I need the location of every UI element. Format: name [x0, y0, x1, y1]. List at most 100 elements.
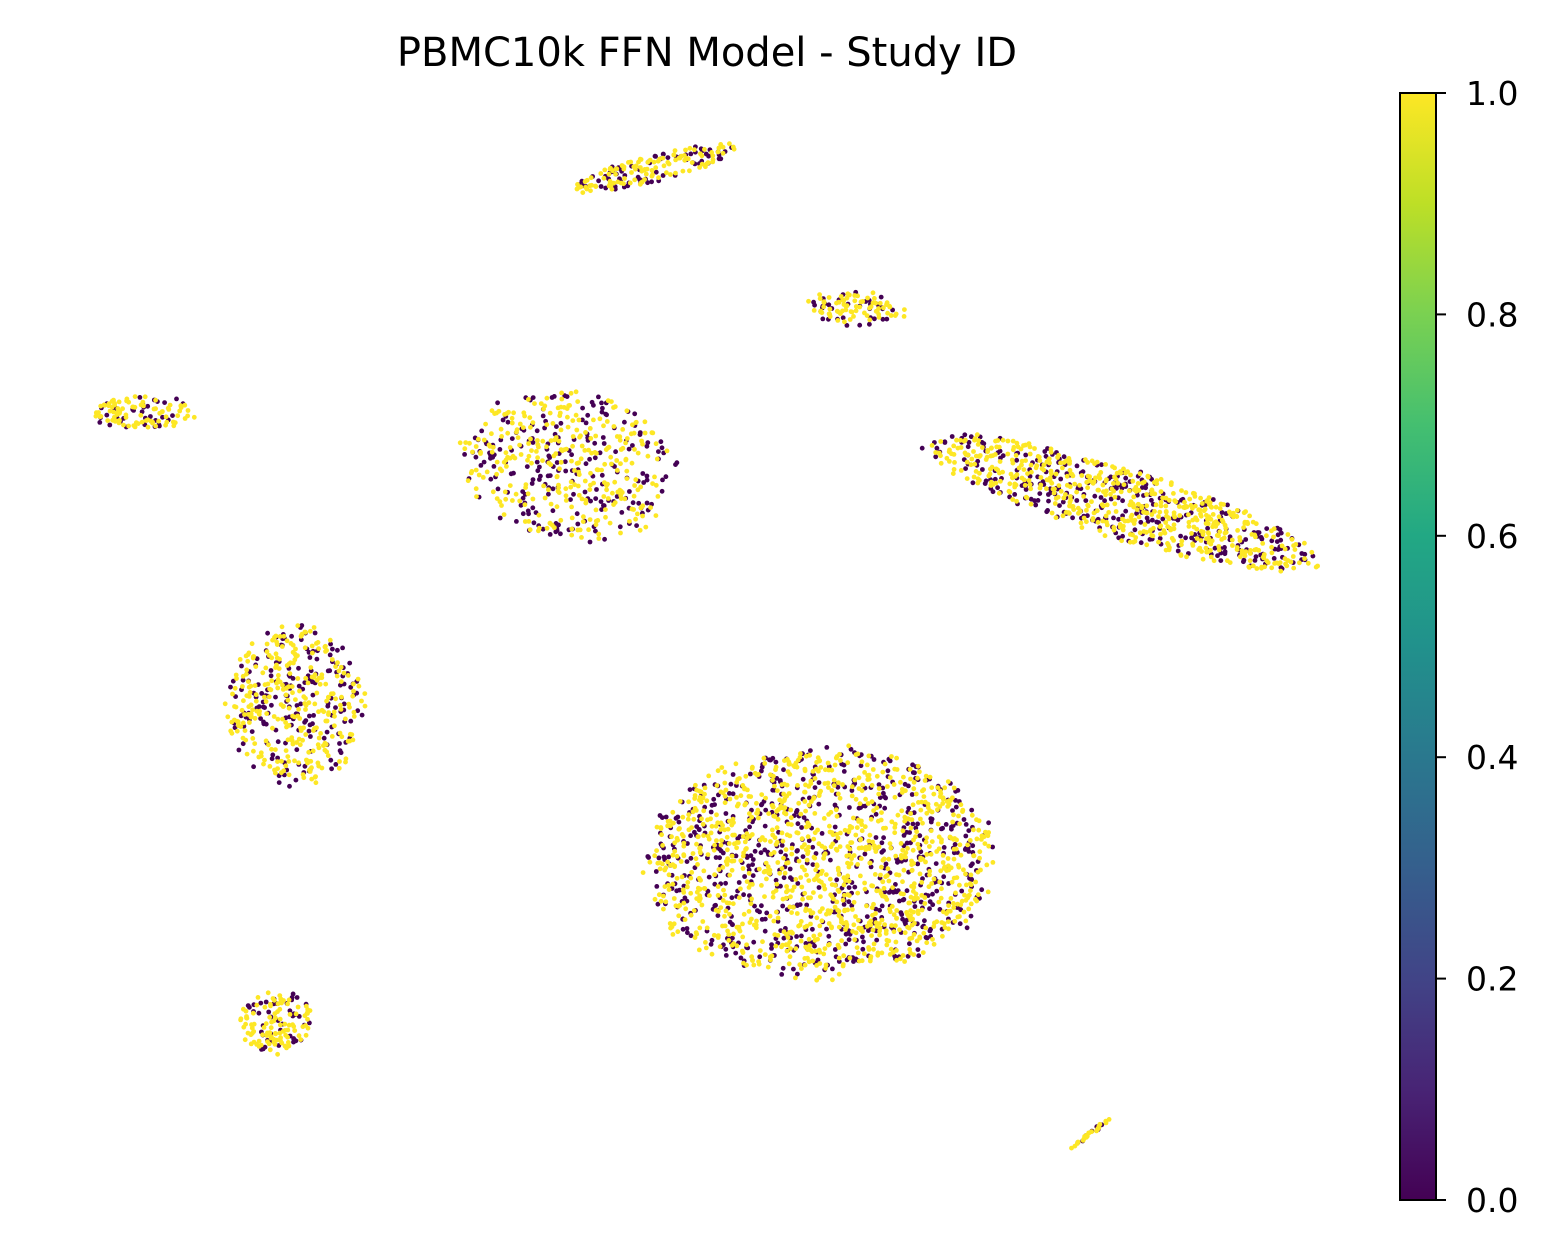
scatter-point-center-large [837, 751, 842, 757]
scatter-point-center-large [773, 877, 779, 883]
scatter-point-center-large [834, 877, 840, 883]
scatter-point-center-large [756, 866, 762, 872]
scatter-point-left-middle [273, 633, 279, 639]
scatter-point-center-large [930, 936, 935, 942]
scatter-point-right-elongated [1048, 446, 1054, 452]
scatter-point-right-elongated [1247, 558, 1253, 564]
scatter-point-right-elongated [1178, 552, 1184, 557]
scatter-point-center-large [812, 830, 818, 836]
scatter-point-center-large [942, 785, 948, 791]
scatter-point-center-large [914, 829, 919, 835]
scatter-point-left-middle [266, 694, 272, 700]
scatter-point-left-middle [265, 681, 271, 687]
scatter-point-left-middle [289, 738, 295, 743]
scatter-point-right-elongated [1158, 499, 1164, 505]
scatter-point-right-elongated [938, 460, 944, 466]
scatter-point-center-large [918, 899, 924, 905]
scatter-point-upper-middle [527, 527, 533, 533]
scatter-point-center-large [860, 946, 866, 952]
scatter-point-center-large [824, 745, 830, 750]
scatter-point-center-large [773, 759, 779, 765]
scatter-point-center-large [705, 852, 711, 857]
scatter-point-center-large [956, 813, 961, 819]
scatter-point-left-middle [251, 748, 256, 754]
scatter-point-center-large [829, 894, 835, 899]
scatter-point-left-middle [264, 649, 270, 654]
colorbar-tick-label: 0.0 [1466, 1181, 1518, 1220]
scatter-point-center-large [716, 867, 722, 872]
scatter-point-right-elongated [1070, 504, 1076, 509]
scatter-point-center-large [881, 885, 887, 891]
scatter-point-bottom-left-small [277, 1006, 283, 1012]
scatter-point-upper-middle [594, 487, 599, 492]
scatter-point-left-middle [296, 665, 301, 671]
scatter-point-center-large [979, 887, 985, 893]
scatter-point-left-middle [297, 688, 302, 694]
scatter-point-right-elongated [1074, 498, 1080, 503]
scatter-point-bottom-left-small [305, 1016, 310, 1022]
scatter-point-center-large [904, 888, 910, 894]
scatter-point-left-middle [339, 734, 345, 740]
scatter-point-center-large [696, 947, 702, 953]
scatter-point-left-middle [237, 657, 243, 662]
scatter-point-upper-middle [620, 445, 626, 451]
scatter-point-center-large [857, 801, 863, 807]
scatter-point-right-elongated [1045, 477, 1051, 483]
scatter-point-upper-middle [463, 440, 469, 445]
scatter-point-center-large [886, 890, 892, 895]
scatter-point-center-large [754, 918, 759, 924]
scatter-point-left-middle [296, 683, 302, 689]
scatter-point-center-large [897, 927, 902, 933]
scatter-point-upper-middle [534, 459, 540, 465]
scatter-point-left-middle [331, 709, 337, 715]
scatter-point-center-large [946, 903, 951, 908]
scatter-point-center-large [675, 929, 681, 935]
scatter-point-center-large [794, 808, 800, 813]
scatter-point-top-small [820, 316, 826, 322]
scatter-point-center-large [915, 775, 920, 781]
scatter-point-upper-middle [570, 418, 576, 423]
scatter-point-center-large [891, 912, 897, 918]
scatter-point-center-large [803, 941, 809, 946]
scatter-point-right-elongated [1253, 554, 1259, 559]
scatter-point-center-large [657, 860, 663, 866]
scatter-point-left-middle [241, 698, 246, 704]
scatter-point-center-large [763, 860, 769, 866]
scatter-point-right-elongated [1204, 520, 1210, 526]
scatter-point-center-large [783, 847, 789, 852]
scatter-point-center-large [900, 953, 906, 958]
scatter-point-center-large [819, 918, 825, 924]
scatter-point-center-large [936, 834, 942, 840]
scatter-point-upper-middle [587, 426, 593, 431]
scatter-point-center-large [969, 812, 975, 818]
scatter-point-right-elongated [965, 444, 971, 450]
scatter-point-left-middle [283, 740, 288, 746]
scatter-point-left-middle [295, 676, 301, 681]
scatter-point-center-large [836, 889, 842, 894]
scatter-point-center-large [830, 966, 835, 972]
scatter-point-left-middle [351, 688, 356, 694]
scatter-point-center-large [833, 807, 839, 813]
scatter-point-left-middle [277, 656, 282, 662]
scatter-point-right-elongated [1241, 557, 1247, 563]
scatter-point-right-elongated [1014, 472, 1020, 477]
scatter-point-right-elongated [963, 437, 968, 443]
scatter-point-upper-middle [520, 511, 526, 517]
scatter-point-right-elongated [1055, 455, 1060, 460]
scatter-point-center-large [784, 884, 789, 889]
scatter-point-center-large [716, 933, 721, 938]
scatter-point-upper-middle [644, 500, 650, 506]
scatter-point-center-large [804, 872, 809, 878]
scatter-point-center-large [686, 812, 692, 818]
scatter-point-bottom-left-small [241, 1024, 247, 1030]
scatter-point-center-large [800, 854, 806, 859]
scatter-point-center-large [750, 857, 756, 862]
scatter-point-center-large [840, 897, 846, 903]
scatter-point-center-large [727, 911, 732, 917]
scatter-point-center-large [759, 792, 765, 797]
scatter-point-right-elongated [1244, 519, 1250, 525]
scatter-point-center-large [719, 765, 725, 770]
scatter-point-center-large [889, 923, 895, 928]
scatter-point-left-middle [259, 691, 265, 696]
scatter-point-center-large [654, 848, 659, 853]
